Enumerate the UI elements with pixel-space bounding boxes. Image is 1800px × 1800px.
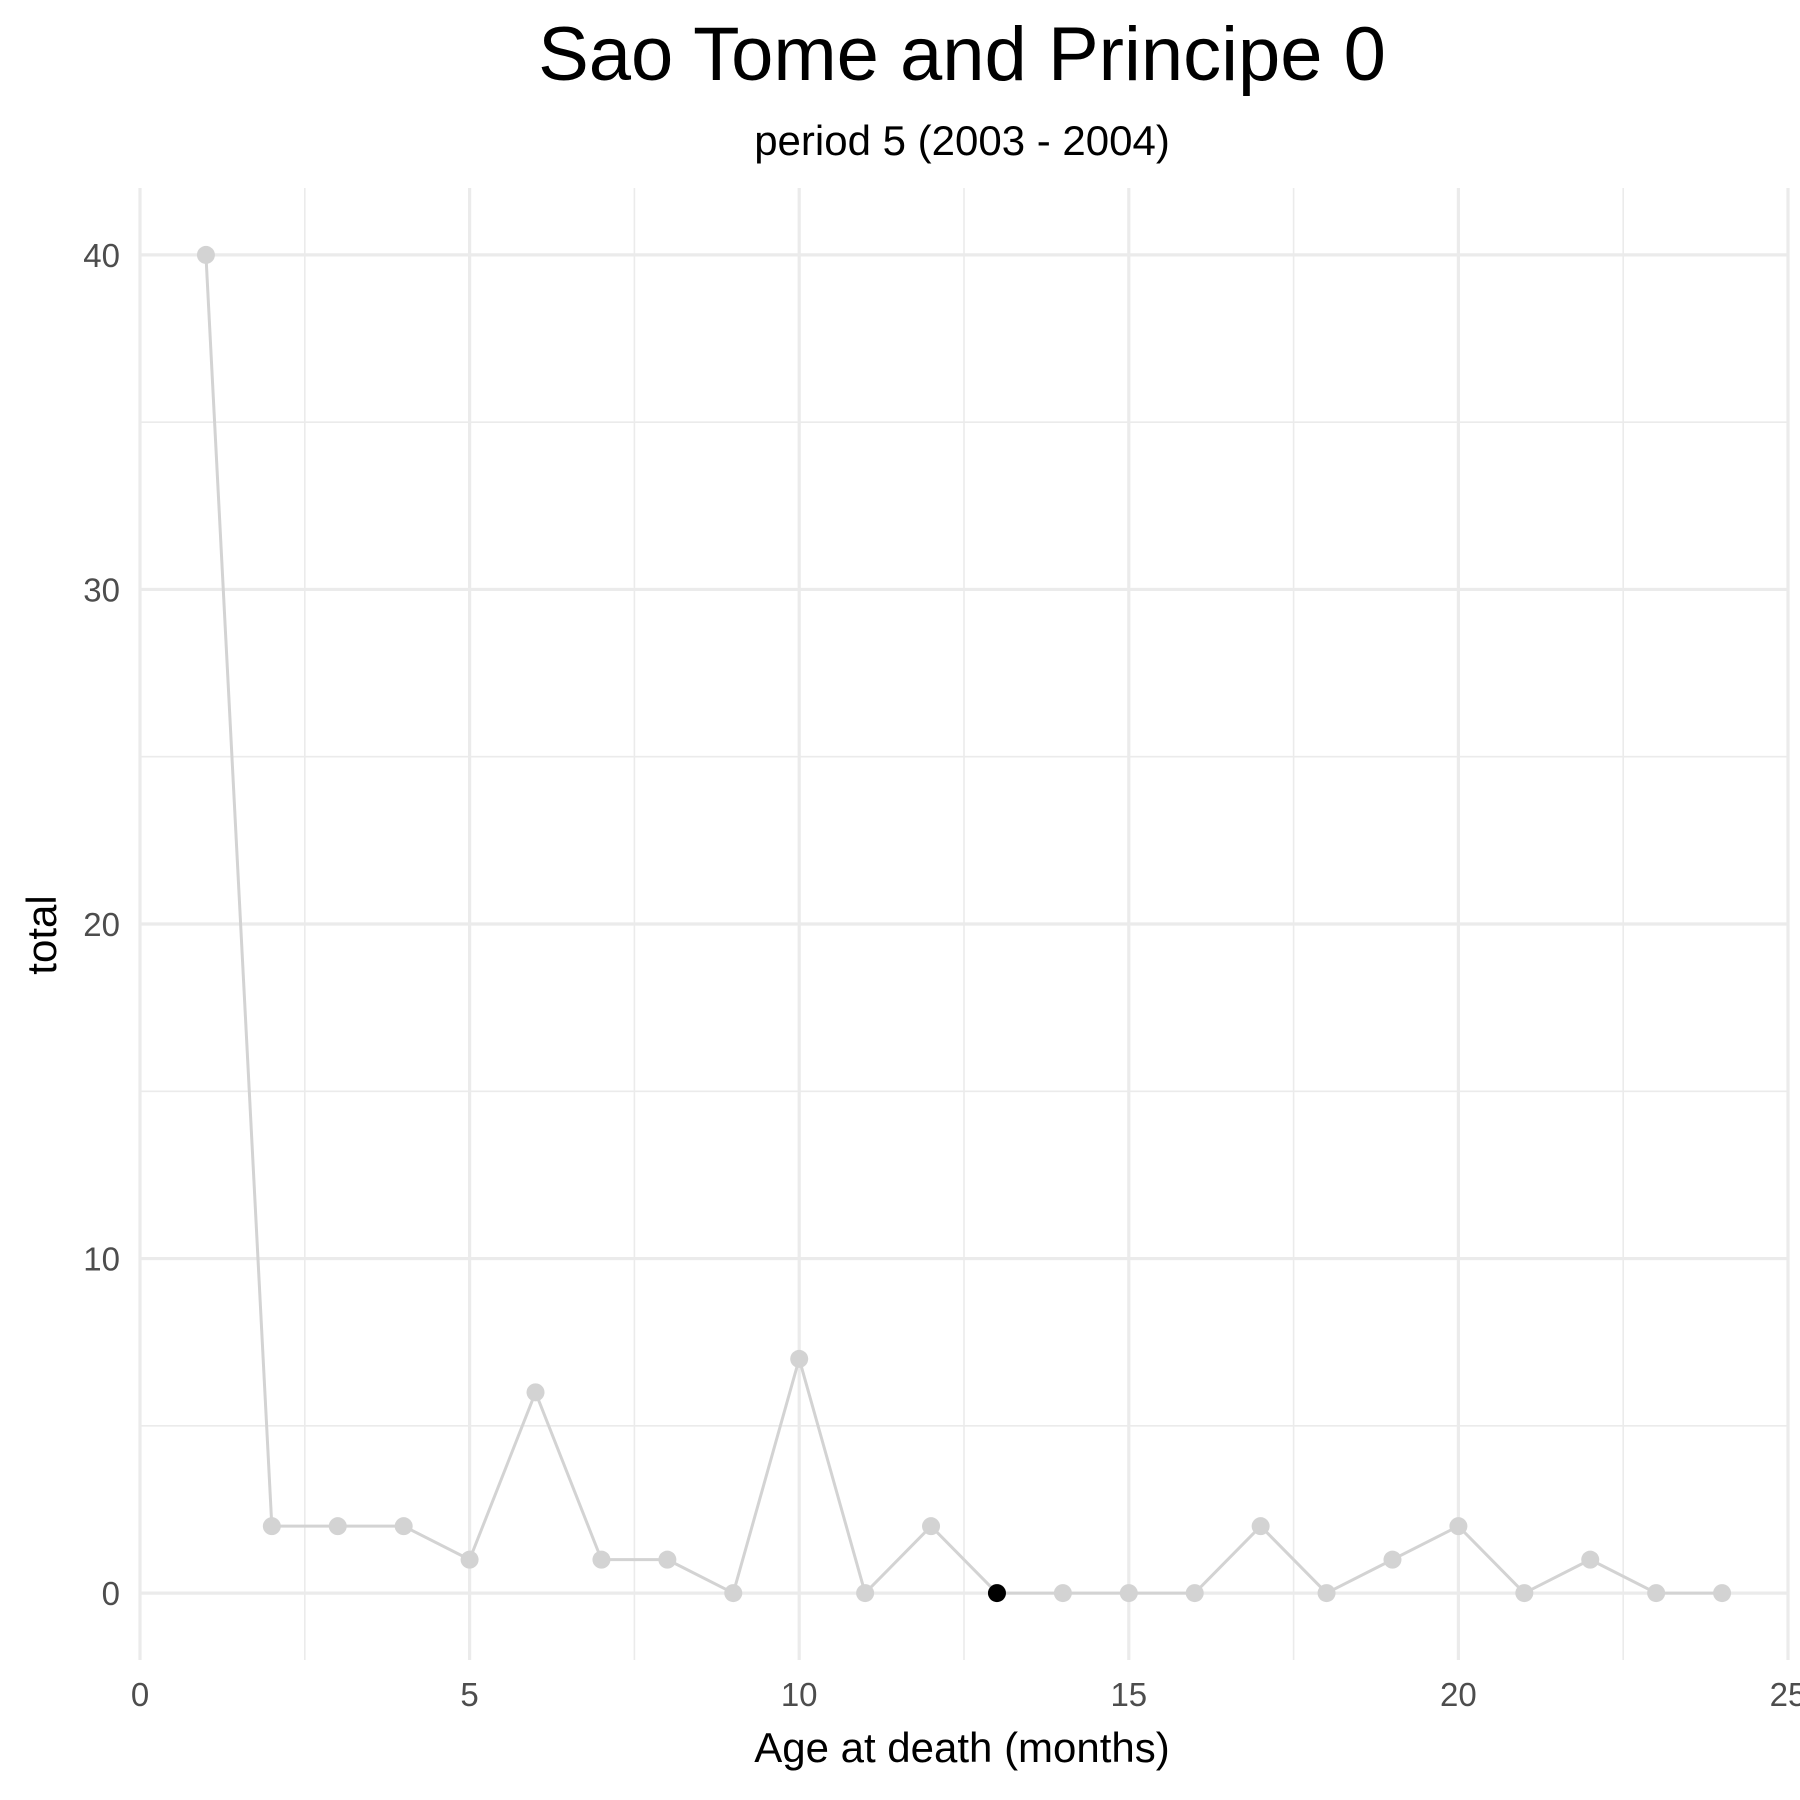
x-tick-label: 20 <box>1440 1676 1477 1713</box>
x-axis-title: Age at death (months) <box>754 1724 1170 1771</box>
data-point <box>1251 1517 1270 1536</box>
data-point <box>1053 1584 1072 1603</box>
data-point <box>1119 1584 1138 1603</box>
y-axis-ticks: 0 10 20 30 40 <box>83 237 120 1612</box>
data-point <box>1383 1550 1402 1569</box>
highlight-point <box>987 1584 1006 1603</box>
data-point <box>1317 1584 1336 1603</box>
y-axis-title: total <box>18 895 65 974</box>
data-point <box>1713 1584 1732 1603</box>
x-tick-label: 25 <box>1770 1676 1800 1713</box>
data-points <box>196 245 1732 1603</box>
y-tick-label: 40 <box>83 237 120 274</box>
x-tick-label: 10 <box>781 1676 818 1713</box>
data-point <box>328 1517 347 1536</box>
chart-title: Sao Tome and Principe 0 <box>538 12 1386 97</box>
data-point <box>262 1517 281 1536</box>
data-point <box>1581 1550 1600 1569</box>
data-point <box>196 245 215 264</box>
data-point <box>526 1383 545 1402</box>
data-point <box>1515 1584 1534 1603</box>
x-tick-label: 0 <box>131 1676 149 1713</box>
data-point <box>592 1550 611 1569</box>
highlight-point-group <box>987 1584 1006 1603</box>
y-tick-label: 10 <box>83 1241 120 1278</box>
data-point <box>394 1517 413 1536</box>
data-point <box>922 1517 941 1536</box>
x-tick-label: 5 <box>460 1676 478 1713</box>
data-point <box>724 1584 743 1603</box>
series-line <box>204 254 1723 1595</box>
data-point <box>1185 1584 1204 1603</box>
x-axis-ticks: 0 5 10 15 20 25 <box>131 1676 1800 1713</box>
data-point <box>790 1349 809 1368</box>
data-point <box>856 1584 875 1603</box>
data-point <box>1647 1584 1666 1603</box>
data-point <box>1449 1517 1468 1536</box>
x-tick-label: 15 <box>1110 1676 1147 1713</box>
data-point <box>658 1550 677 1569</box>
grid <box>138 188 1790 1660</box>
y-tick-label: 0 <box>102 1575 120 1612</box>
y-tick-label: 30 <box>83 571 120 608</box>
y-tick-label: 20 <box>83 906 120 943</box>
series-line-group <box>204 254 1723 1595</box>
data-point <box>460 1550 479 1569</box>
chart-subtitle: period 5 (2003 - 2004) <box>754 117 1170 164</box>
